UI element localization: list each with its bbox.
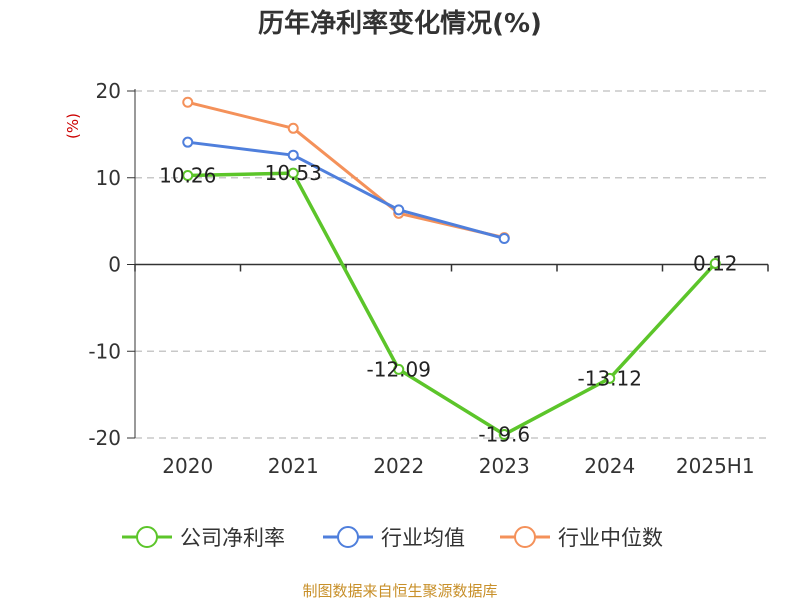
- legend: 公司净利率 行业均值 行业中位数: [122, 526, 663, 550]
- x-tick-label: 2025H1: [676, 454, 755, 478]
- data-label: -13.12: [578, 366, 642, 390]
- data-point-company: [604, 372, 616, 384]
- x-tick-label: 2020: [162, 454, 213, 478]
- data-point-company: [709, 257, 721, 269]
- y-tick-label: 10: [96, 166, 121, 190]
- y-tick-label: -10: [88, 339, 121, 363]
- data-point-company: [287, 167, 299, 179]
- data-point-industry_median: [287, 122, 299, 134]
- data-point-company: [393, 363, 405, 375]
- x-tick-label: 2024: [584, 454, 635, 478]
- legend-swatch-marker: [514, 526, 536, 548]
- data-point-industry_avg: [182, 136, 194, 148]
- gridlines: [135, 90, 768, 439]
- data-point-industry_avg: [498, 232, 510, 244]
- series-line-company: [186, 171, 717, 437]
- data-label: -12.09: [367, 357, 431, 381]
- data-point-company: [182, 169, 194, 181]
- data-label: 0.12: [693, 251, 738, 275]
- data-label: 10.26: [159, 163, 216, 187]
- data-point-company: [498, 429, 510, 441]
- legend-label: 公司净利率: [180, 526, 285, 550]
- legend-swatch-marker: [337, 526, 359, 548]
- chart-title: 历年净利率变化情况(%): [258, 8, 542, 39]
- data-labels: 10.26 10.53 -12.09 -19.6 -13.12 0.12: [159, 161, 737, 446]
- data-point-industry_median: [182, 96, 194, 108]
- series-line-industry_avg: [186, 140, 506, 240]
- y-tick-label: -20: [88, 426, 121, 450]
- series-lines: [182, 96, 721, 441]
- legend-label: 行业中位数: [558, 526, 663, 550]
- legend-swatch-marker: [136, 526, 158, 548]
- data-point-industry_avg: [393, 204, 405, 216]
- y-tick-label: 0: [108, 253, 121, 277]
- legend-item-industry_median: 行业中位数: [500, 526, 663, 550]
- axes: 20 10 0 -10 -20 2020 2021 2022 2023 2024 2025H1: [88, 79, 769, 478]
- y-tick-label: 20: [96, 79, 121, 103]
- y-axis-label: (%): [64, 113, 82, 139]
- data-point-industry_avg: [287, 149, 299, 161]
- series-line-industry_median: [186, 100, 506, 240]
- data-label: 10.53: [265, 161, 322, 185]
- x-tick-label: 2022: [373, 454, 424, 478]
- data-label: -19.6: [478, 423, 530, 447]
- legend-item-company: 公司净利率: [122, 526, 285, 550]
- legend-label: 行业均值: [381, 526, 465, 550]
- legend-item-industry_avg: 行业均值: [323, 526, 465, 550]
- x-tick-label: 2021: [268, 454, 319, 478]
- x-tick-label: 2023: [479, 454, 530, 478]
- source-note: 制图数据来自恒生聚源数据库: [302, 582, 497, 600]
